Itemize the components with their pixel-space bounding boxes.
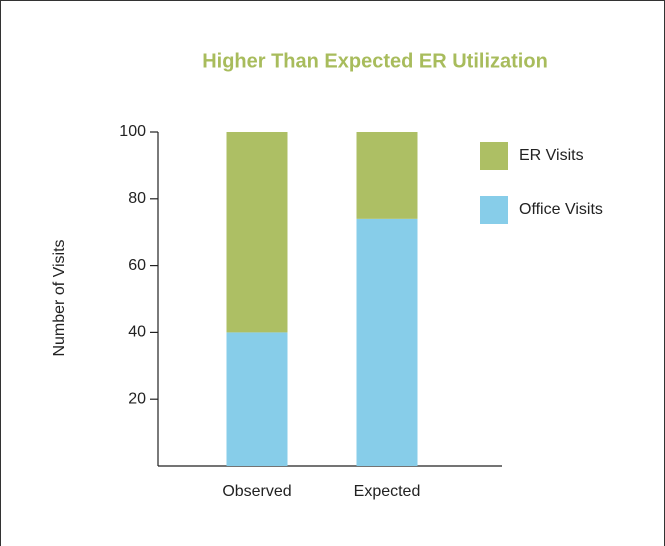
x-tick-label: Observed <box>222 483 291 500</box>
bar-segment <box>356 132 418 219</box>
y-tick-label: 20 <box>128 390 146 407</box>
bar-segment <box>226 132 288 333</box>
legend-swatch <box>480 196 508 224</box>
legend-swatch <box>480 142 508 170</box>
chart-title: Higher Than Expected ER Utilization <box>202 50 548 72</box>
y-axis-label: Number of Visits <box>51 239 68 356</box>
bar-segment <box>226 332 288 466</box>
x-tick-label: Expected <box>354 483 421 500</box>
y-tick-label: 80 <box>128 190 146 207</box>
legend-label: ER Visits <box>519 147 584 164</box>
y-tick-label: 100 <box>119 123 146 140</box>
y-tick-label: 40 <box>128 324 146 341</box>
y-tick-label: 60 <box>128 257 146 274</box>
bar-segment <box>356 218 418 466</box>
legend-label: Office Visits <box>519 201 603 218</box>
